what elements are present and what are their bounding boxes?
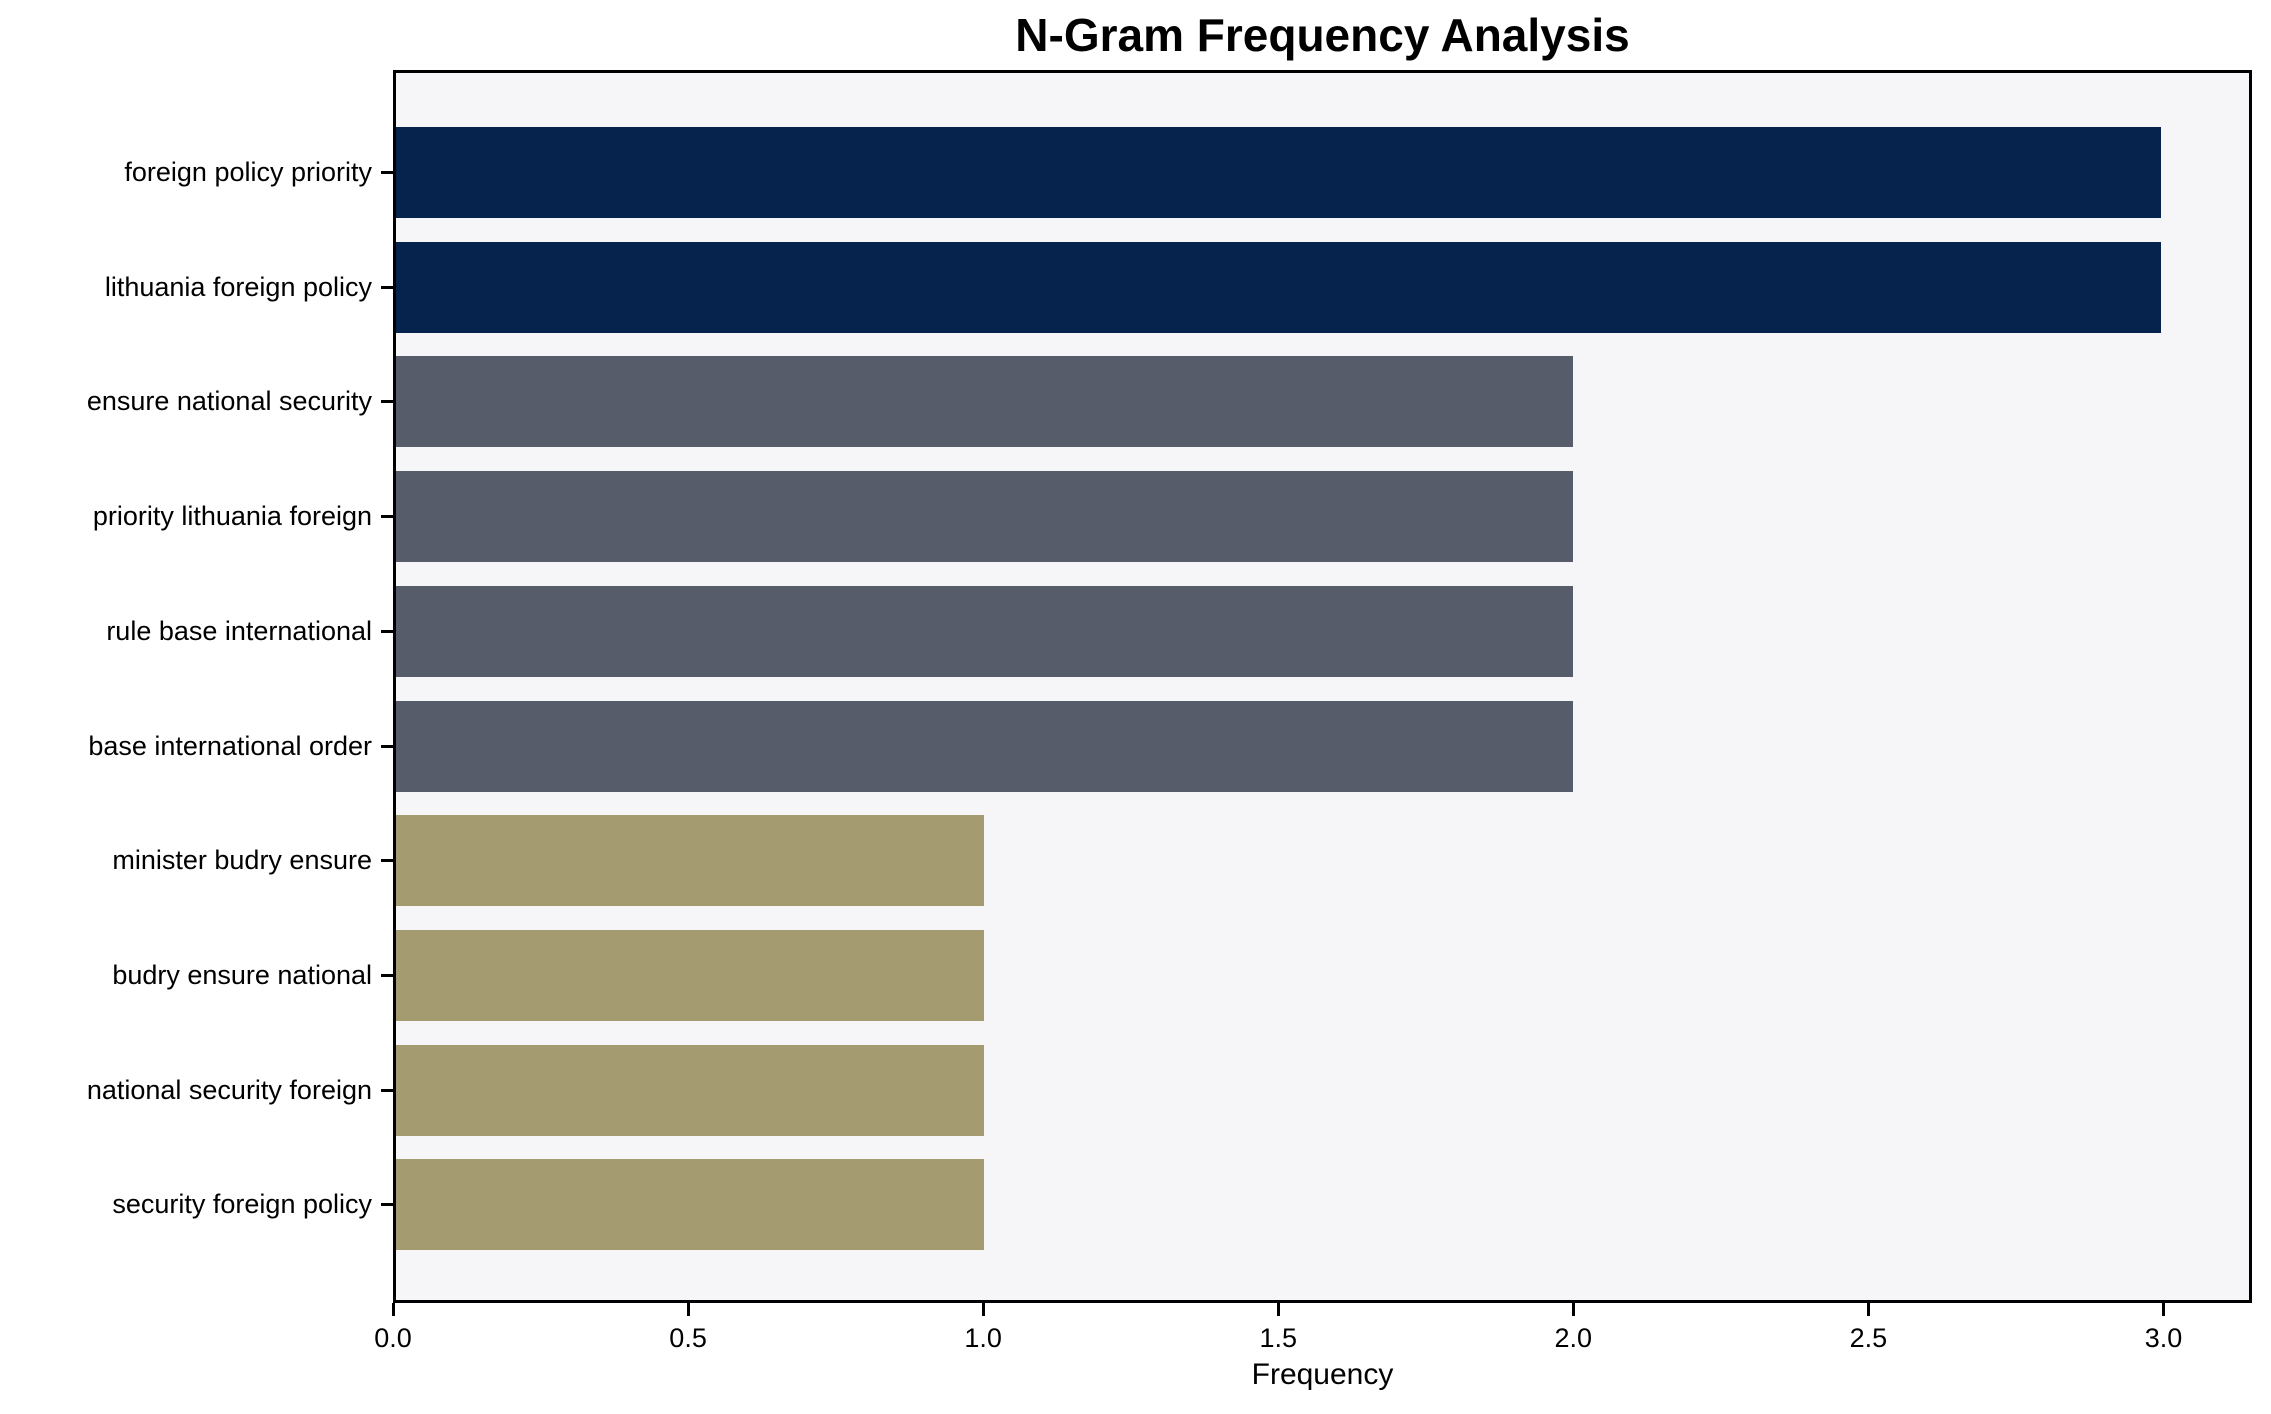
y-tick-mark: [381, 1088, 393, 1092]
bar: [396, 815, 985, 907]
y-tick-mark: [381, 1203, 393, 1207]
y-tick-label: foreign policy priority: [124, 157, 372, 187]
x-tick-label: 1.5: [1259, 1323, 1298, 1353]
x-tick-label: 2.0: [1554, 1323, 1593, 1353]
x-axis-label: Frequency: [1251, 1358, 1394, 1391]
y-tick-mark: [381, 629, 393, 633]
x-tick-label: 1.0: [964, 1323, 1002, 1353]
y-tick-label: ensure national security: [86, 386, 372, 417]
y-tick-label: national security foreign: [86, 1074, 372, 1105]
y-tick-label: budry ensure national: [112, 959, 372, 990]
x-tick-label: 2.5: [1849, 1323, 1888, 1353]
x-tick-label: 0.5: [669, 1323, 707, 1353]
bar: [396, 700, 1573, 792]
y-tick-mark: [381, 285, 393, 289]
bar: [396, 1044, 985, 1136]
y-tick-mark: [381, 171, 393, 174]
y-tick-label: rule base international: [106, 615, 372, 646]
y-tick-label: security foreign policy: [112, 1189, 372, 1220]
bar: [396, 471, 1573, 563]
y-tick-label: base international order: [88, 730, 372, 761]
bar: [396, 1159, 985, 1251]
y-tick-mark: [381, 400, 393, 404]
x-tick-mark: [1276, 1303, 1280, 1316]
y-tick-label: minister budry ensure: [112, 845, 372, 876]
y-tick-mark: [381, 515, 393, 519]
bar: [396, 356, 1573, 448]
chart-title: N-Gram Frequency Analysis: [1015, 9, 1630, 61]
x-tick-label: 3.0: [2144, 1323, 2183, 1353]
bar: [396, 241, 2161, 333]
x-tick-mark: [2161, 1303, 2165, 1316]
x-tick-mark: [686, 1303, 690, 1316]
x-tick-mark: [1571, 1303, 1575, 1316]
y-tick-label: lithuania foreign policy: [104, 271, 372, 302]
x-tick-mark: [1866, 1303, 1870, 1316]
x-tick-label: 0.0: [374, 1323, 412, 1353]
x-tick-mark: [981, 1303, 985, 1316]
y-tick-label: priority lithuania foreign: [92, 501, 372, 532]
bar: [396, 585, 1573, 677]
y-tick-mark: [381, 744, 393, 748]
y-tick-mark: [381, 859, 393, 863]
bar: [396, 127, 2161, 218]
plot-area: [393, 70, 2252, 1303]
y-tick-mark: [381, 973, 393, 977]
bar: [396, 929, 985, 1021]
x-tick-mark: [391, 1303, 395, 1316]
